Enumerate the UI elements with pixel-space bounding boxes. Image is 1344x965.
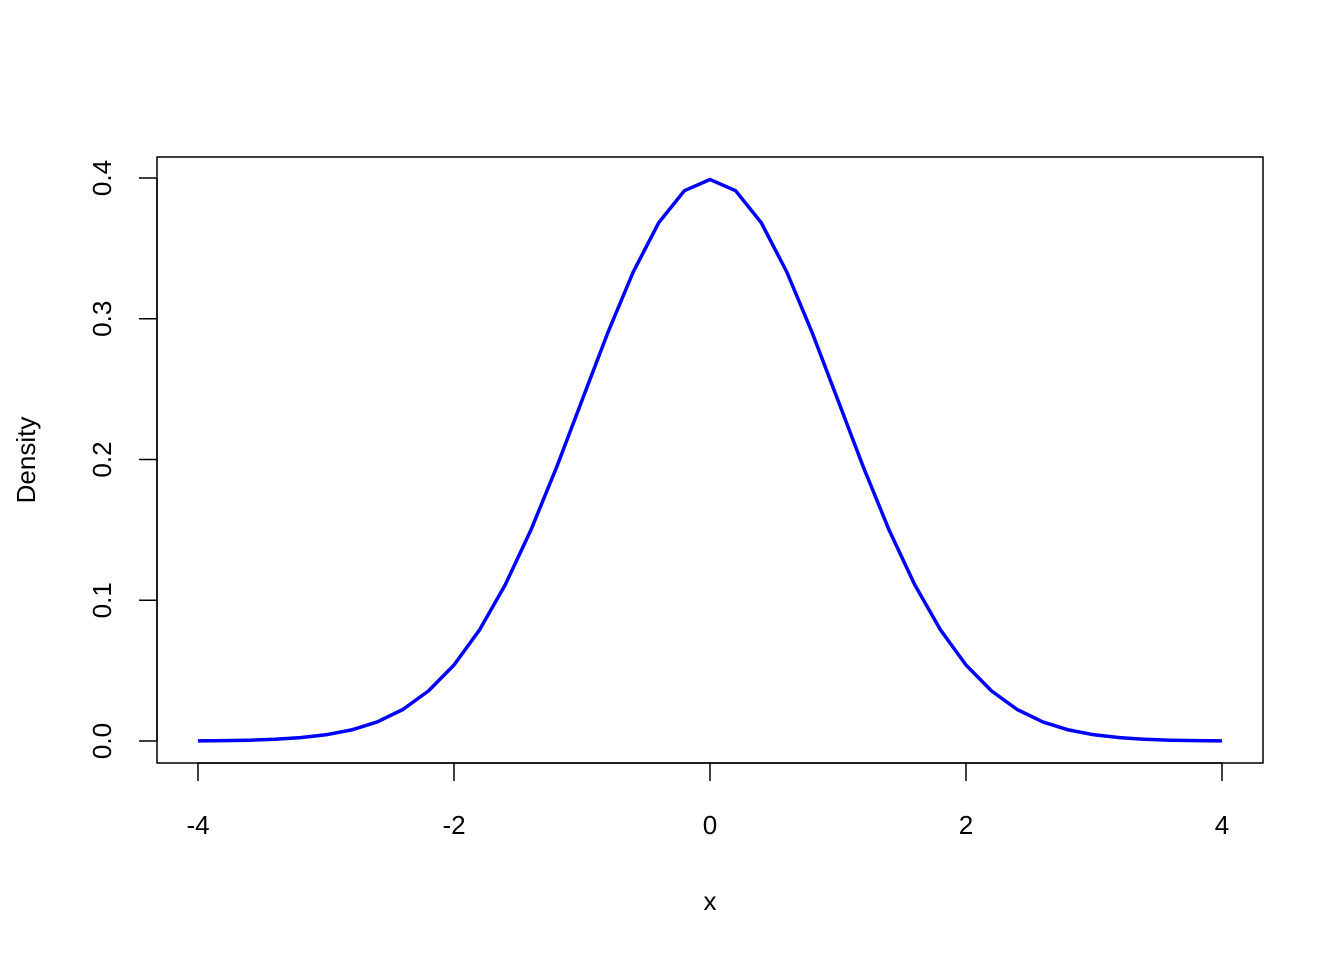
x-axis-label: x xyxy=(704,886,717,916)
x-axis: -4 -2 0 2 4 xyxy=(186,762,1229,840)
y-axis: 0.0 0.1 0.2 0.3 0.4 xyxy=(87,160,158,759)
y-tick-label: 0.1 xyxy=(87,582,117,618)
y-tick-label: 0.2 xyxy=(87,441,117,477)
x-tick-label: -2 xyxy=(442,810,465,840)
y-tick-label: 0.3 xyxy=(87,301,117,337)
plot-box xyxy=(156,156,1264,764)
x-tick-label: -4 xyxy=(186,810,209,840)
y-tick-label: 0.4 xyxy=(87,160,117,196)
density-line xyxy=(197,177,1223,743)
x-tick-label: 0 xyxy=(703,810,717,840)
y-axis-label: Density xyxy=(11,417,41,504)
x-tick-label: 2 xyxy=(959,810,973,840)
x-tick-label: 4 xyxy=(1215,810,1229,840)
y-tick-label: 0.0 xyxy=(87,723,117,759)
